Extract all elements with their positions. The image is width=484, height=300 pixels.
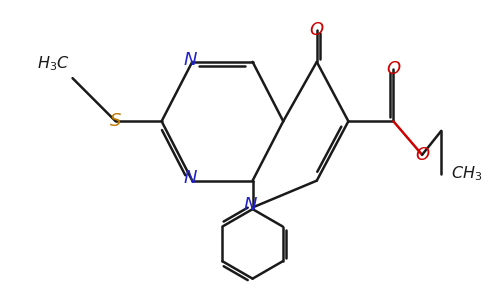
Text: $H_3C$: $H_3C$ (37, 54, 70, 73)
Text: S: S (110, 112, 121, 130)
Text: O: O (386, 60, 400, 78)
Text: $CH_3$: $CH_3$ (451, 165, 482, 183)
Text: O: O (415, 146, 429, 164)
Text: N: N (183, 169, 197, 187)
Text: O: O (310, 21, 324, 39)
Text: N: N (183, 50, 197, 68)
Text: N: N (243, 196, 257, 214)
